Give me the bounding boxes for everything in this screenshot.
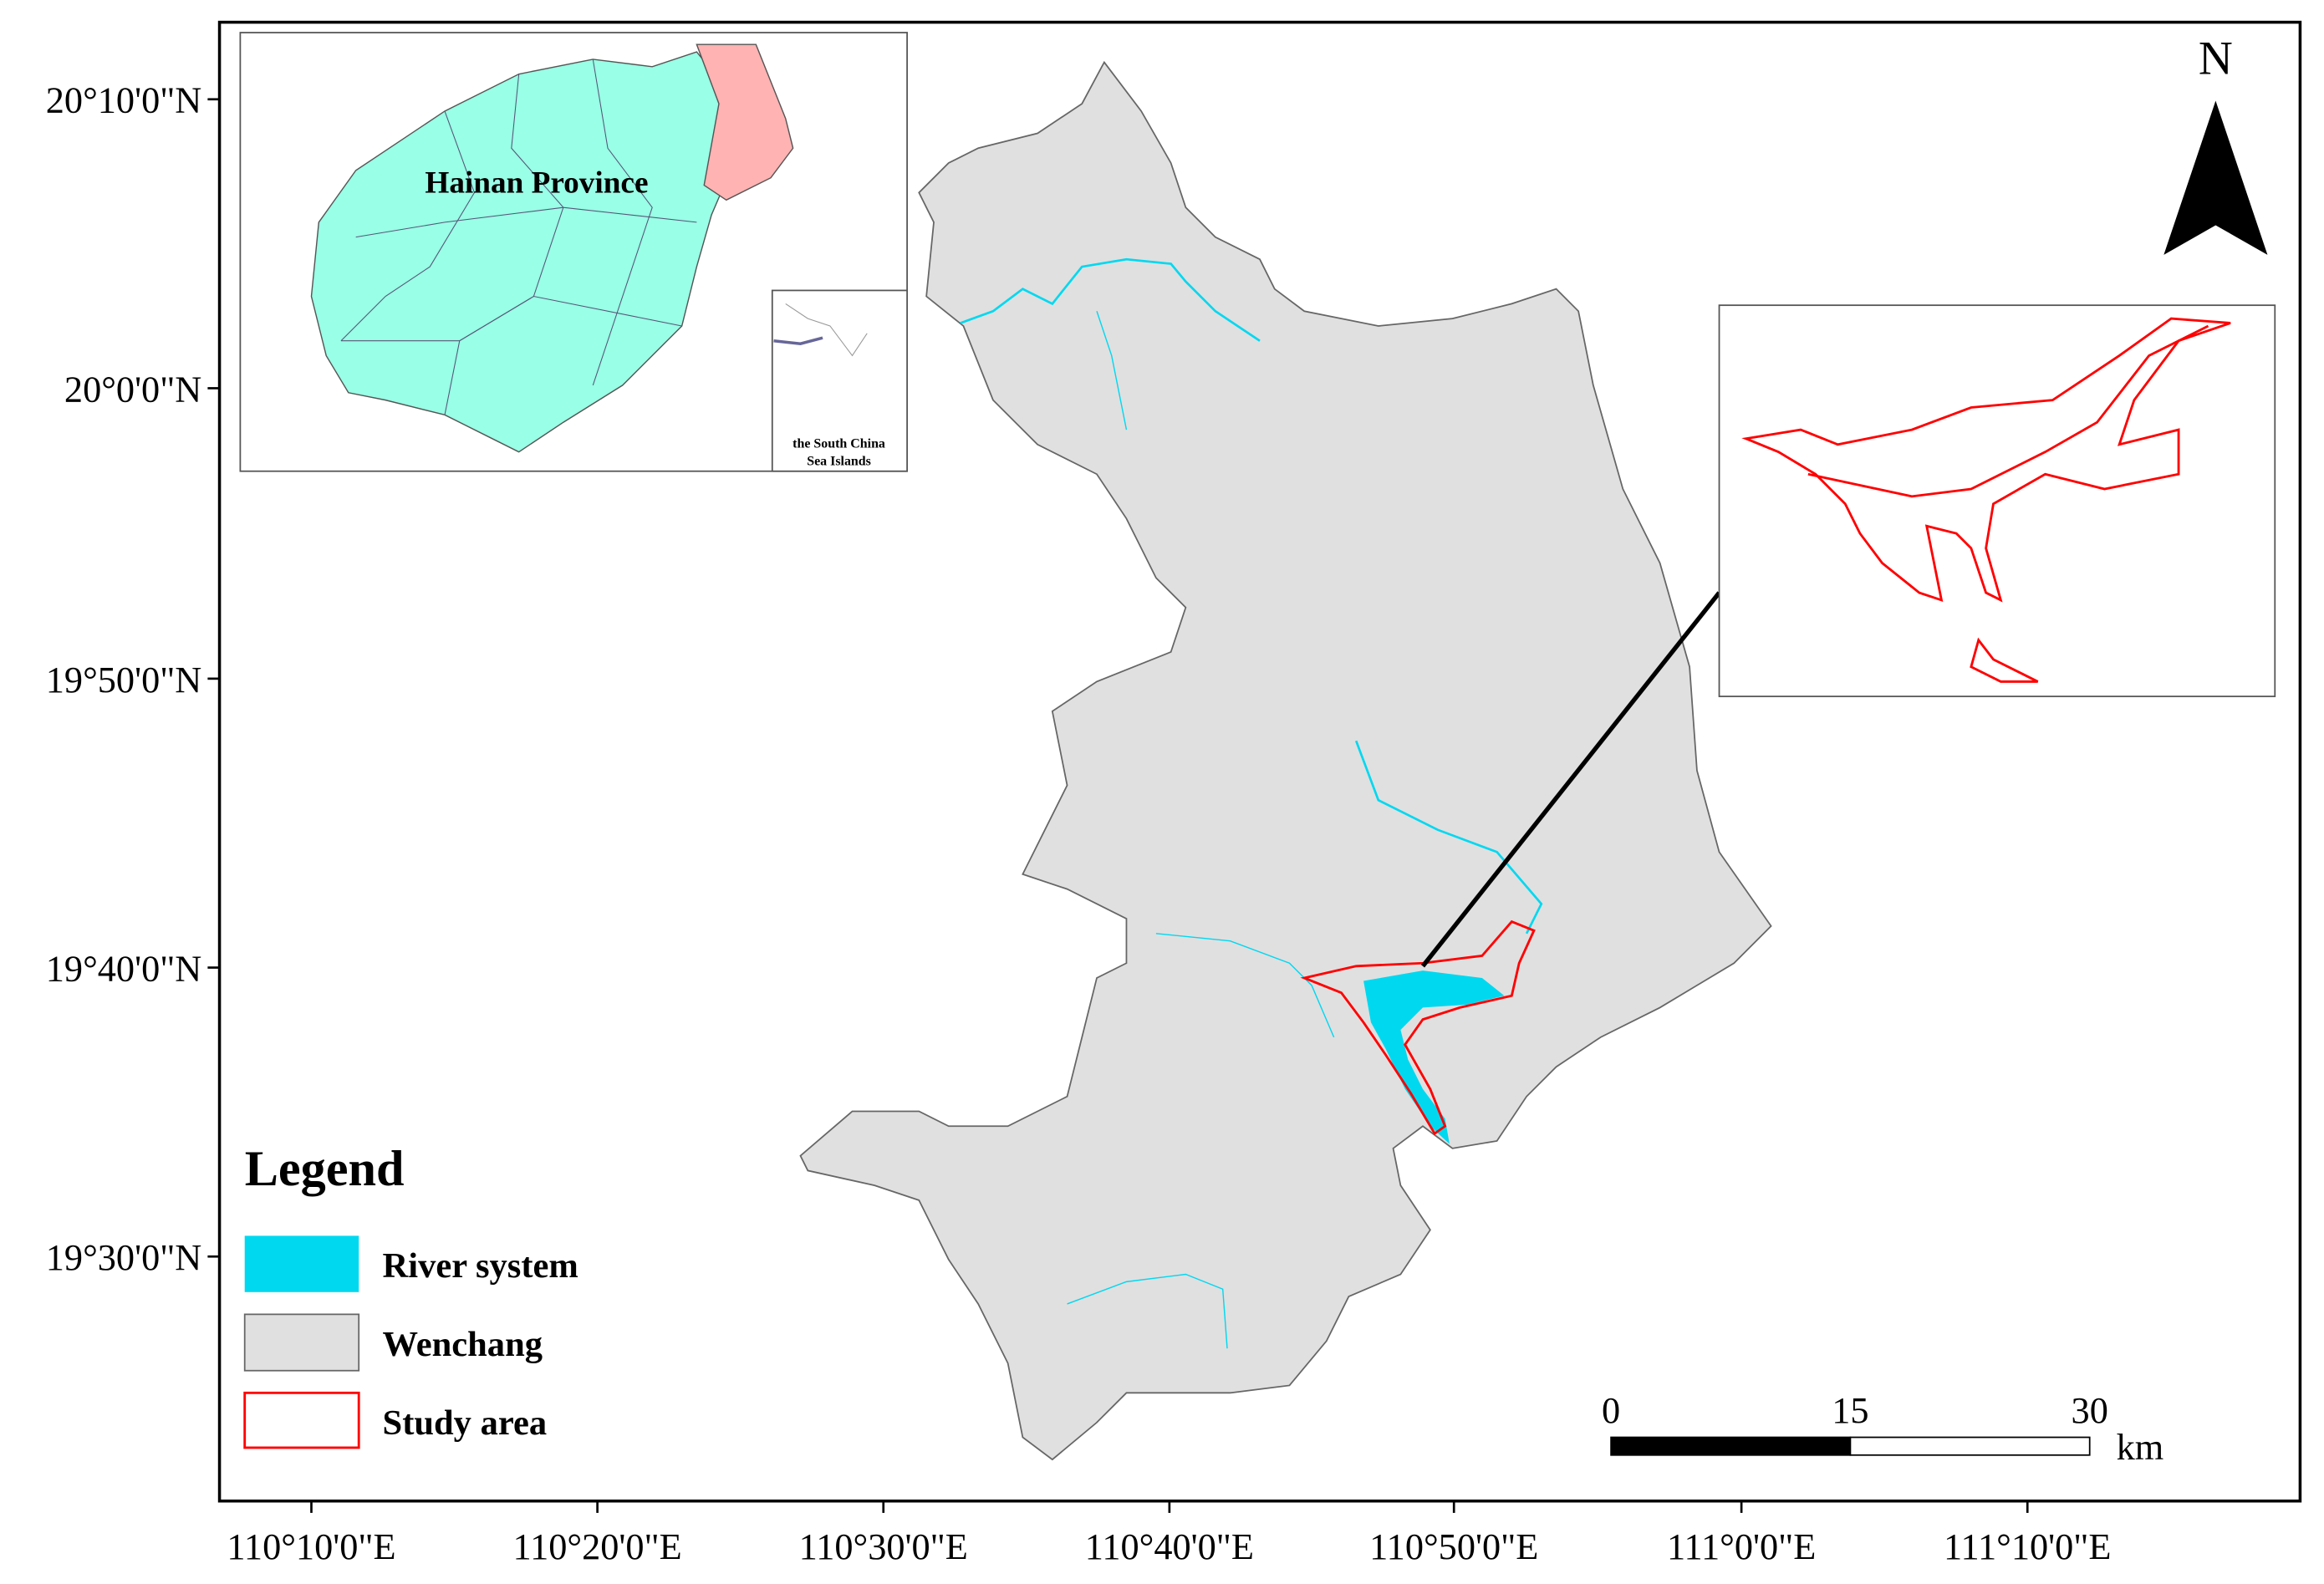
zoom-path <box>1741 317 2231 603</box>
legend-label: Study area <box>383 1403 548 1443</box>
hainan-area <box>310 51 735 453</box>
lat-label: 20°10'0"N <box>46 80 202 121</box>
coast <box>773 336 823 346</box>
zoom-outline <box>1741 317 2231 683</box>
zoom-path <box>1970 637 2039 683</box>
border <box>444 74 564 415</box>
coast <box>785 303 868 357</box>
legend-title: Legend <box>245 1141 405 1197</box>
lat-label: 19°30'0"N <box>46 1237 202 1278</box>
river <box>1155 933 1335 1038</box>
lon-label: 110°50'0"E <box>1369 1526 1538 1567</box>
north-arrow <box>2163 100 2268 255</box>
border <box>340 295 682 342</box>
lon-label: 110°30'0"E <box>799 1526 968 1567</box>
legend-label: Wenchang <box>383 1325 543 1364</box>
county-borders <box>340 59 697 415</box>
legend-swatch <box>243 1391 360 1449</box>
sub-inset-map <box>773 303 868 357</box>
border <box>340 110 476 342</box>
legend-label: River system <box>383 1246 578 1286</box>
leader-line <box>1420 591 1721 968</box>
zoom-path <box>1807 324 2209 498</box>
map-frame <box>217 20 2302 1503</box>
scale-label: 15 <box>1832 1390 1868 1431</box>
lat-label: 20°0'0"N <box>64 369 201 410</box>
border <box>592 59 653 386</box>
rivers <box>960 257 1543 1349</box>
lat-label: 19°50'0"N <box>46 660 202 700</box>
scale-label: 30 <box>2072 1390 2108 1431</box>
river <box>960 257 1261 342</box>
legend-swatch <box>244 1235 359 1292</box>
lake <box>1363 970 1505 1144</box>
wenchang-area <box>799 60 1772 1461</box>
north-label: N <box>2199 33 2233 85</box>
study-area-path <box>1300 919 1536 1136</box>
scale-unit: km <box>2117 1427 2164 1468</box>
sub-inset-label: Sea Islands <box>807 455 871 469</box>
inset-label: Hainan Province <box>425 166 648 200</box>
legend-swatch <box>243 1313 360 1372</box>
scale-label: 0 <box>1602 1390 1620 1431</box>
lon-label: 110°40'0"E <box>1085 1526 1254 1567</box>
lon-label: 111°10'0"E <box>1944 1526 2111 1567</box>
border <box>355 206 697 238</box>
wenchang-inset-area <box>696 43 794 201</box>
river <box>1354 740 1543 935</box>
lon-label: 110°20'0"E <box>513 1526 682 1567</box>
river <box>1067 1273 1228 1349</box>
study-area-outline <box>1300 919 1536 1136</box>
lon-label: 110°10'0"E <box>227 1526 395 1567</box>
scale-segment <box>1610 1436 1852 1456</box>
river <box>1096 311 1128 430</box>
graticule-ticks: 20°10'0"N 20°0'0"N 19°50'0"N 19°40'0"N 19°30… <box>46 80 2112 1567</box>
sub-inset-label: the South China <box>793 436 885 451</box>
lon-label: 111°0'0"E <box>1667 1526 1816 1567</box>
scale-segment <box>1849 1436 2091 1456</box>
sub-inset-box <box>771 289 908 472</box>
lat-label: 19°40'0"N <box>46 949 202 990</box>
